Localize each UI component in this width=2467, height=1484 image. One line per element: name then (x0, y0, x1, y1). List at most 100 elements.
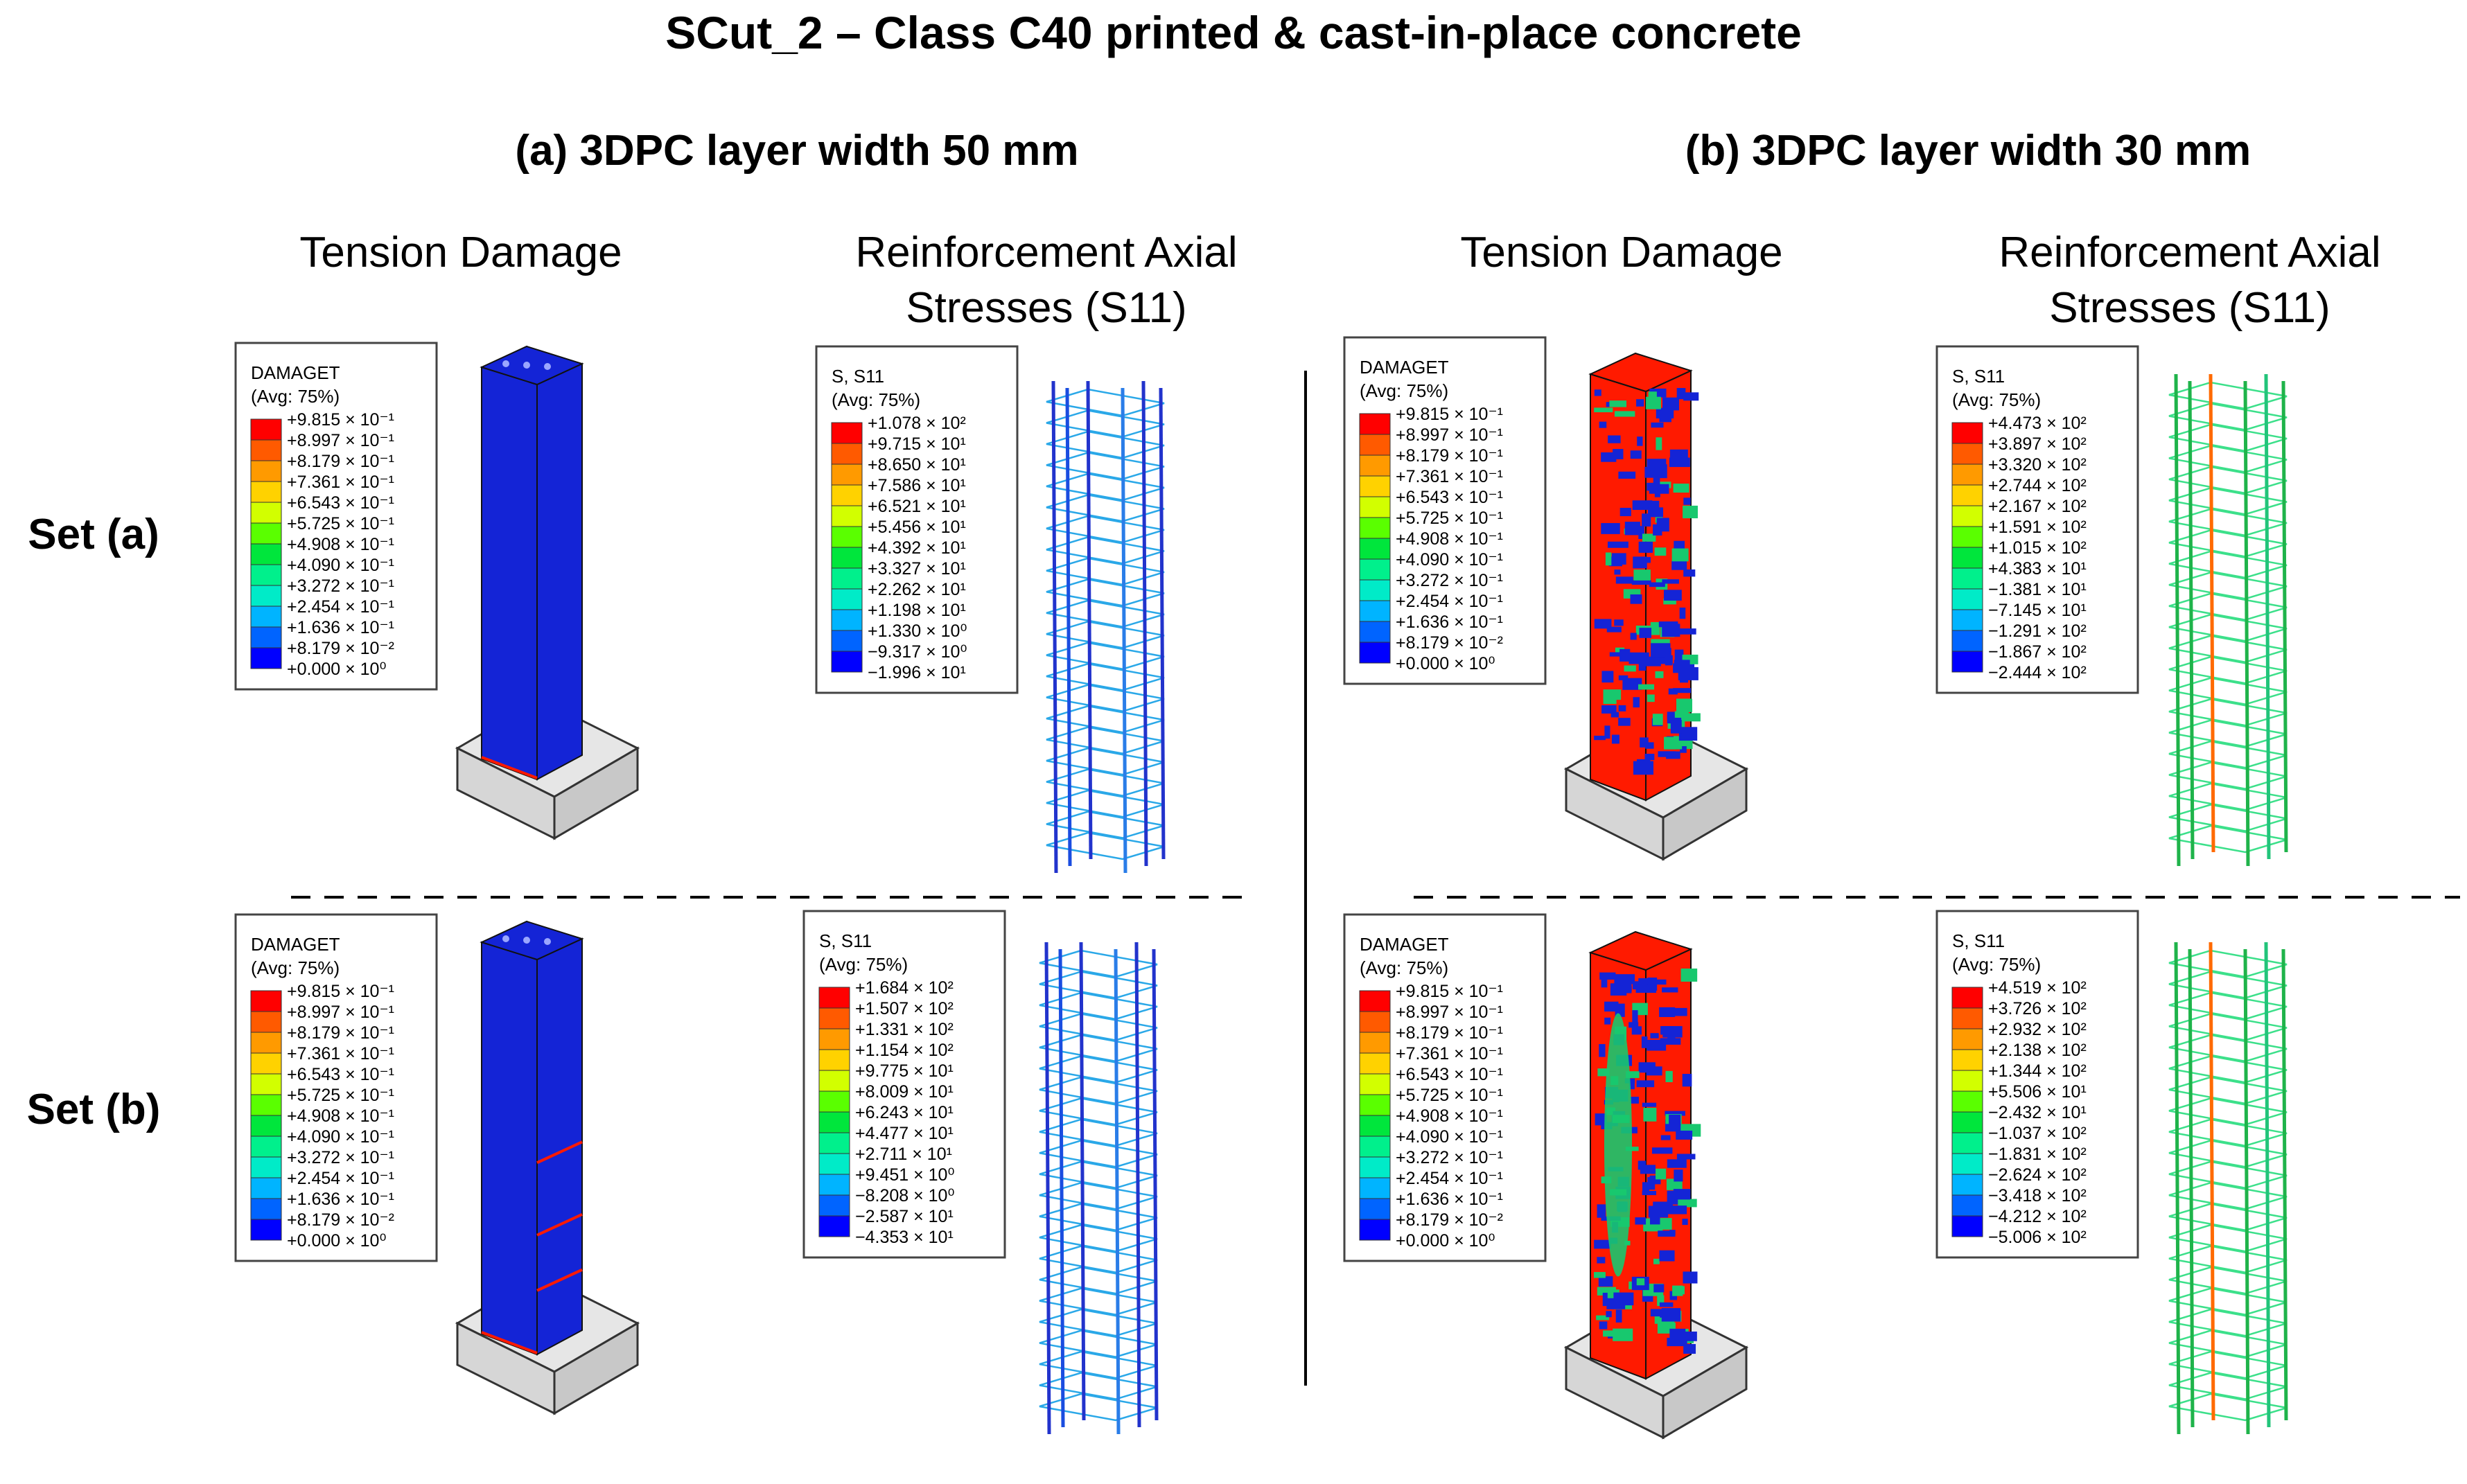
damage-patch (1642, 1182, 1650, 1195)
rebar-cage (2168, 373, 2288, 867)
legend-swatch (831, 505, 863, 527)
legend-swatch (1951, 588, 1983, 610)
legend-swatch (831, 630, 863, 652)
legend-value: +5.456 × 10¹ (868, 518, 966, 537)
legend-swatch (1359, 434, 1391, 456)
damage-patch (1636, 399, 1644, 407)
stirrup (1039, 1203, 1158, 1231)
legend-swatch (818, 1111, 850, 1133)
damage-patch (1637, 436, 1643, 446)
legend-swatch (1359, 579, 1391, 601)
damage-patch (1682, 1219, 1688, 1226)
damage-patch (1597, 1204, 1606, 1218)
legend-swatch (831, 609, 863, 631)
footing-side (553, 746, 639, 840)
damage-patch (1645, 742, 1654, 749)
damage-patch (1640, 1165, 1656, 1174)
legend-value: +9.451 × 10⁰ (855, 1165, 954, 1185)
legend-value: +6.543 × 10⁻¹ (1396, 1065, 1503, 1084)
damage-patch (1632, 981, 1639, 990)
legend-value: +2.711 × 10¹ (855, 1145, 952, 1164)
crack-line (536, 1212, 583, 1237)
damage-patch (1642, 500, 1660, 508)
damage-patch (1656, 1168, 1667, 1180)
damage-patch (1633, 569, 1651, 581)
damage-patch (1605, 552, 1612, 566)
column-top-face (1588, 930, 1693, 971)
legend-title: DAMAGET (251, 362, 340, 383)
legend-value: +4.090 × 10⁻¹ (287, 1127, 394, 1147)
longitudinal-bar (2209, 373, 2215, 853)
legend-swatch (1359, 1115, 1391, 1137)
damage-patch (1597, 1068, 1610, 1077)
damage-patch (1659, 1250, 1675, 1262)
legend-value: −2.587 × 10¹ (855, 1207, 954, 1226)
damage-patch (1650, 470, 1663, 475)
longitudinal-bar (1141, 380, 1148, 867)
damage-patch (1625, 1147, 1639, 1151)
damage-patch (1630, 594, 1642, 604)
stirrup (2168, 403, 2288, 431)
damage-patch (1660, 1135, 1671, 1140)
damage-patch (1626, 1071, 1640, 1079)
legend-swatch (250, 460, 282, 482)
figure-title: SCut_2 – Class C40 printed & cast-in-pla… (665, 7, 1802, 58)
damage-patch (1667, 1190, 1675, 1205)
legend-value: +1.591 × 10² (1988, 518, 2087, 537)
legend-value: −1.381 × 10¹ (1988, 580, 2087, 599)
damage-patch (1667, 1205, 1687, 1214)
legend-swatch (1359, 1136, 1391, 1158)
damage-patch (1683, 1343, 1696, 1354)
stirrup (1039, 1224, 1158, 1253)
damage-patch (1654, 547, 1667, 556)
legend-swatch (818, 1028, 850, 1050)
legend-value: +7.361 × 10⁻¹ (1396, 1044, 1503, 1063)
stirrup (2168, 635, 2288, 663)
legend-swatch (1359, 1032, 1391, 1054)
panel-8: S, S11 (Avg: 75%) +4.519 × 10²+3.726 × 10²… (1935, 910, 2288, 1435)
column-hole (502, 935, 509, 942)
legend-swatch (1951, 1070, 1983, 1092)
legend-swatch (1951, 526, 1983, 548)
damage-patch (1643, 557, 1651, 563)
legend-swatch (831, 526, 863, 548)
damage-patch (1650, 1033, 1659, 1039)
panel-7: DAMAGET(Avg: 75%) +9.815 × 10⁻¹+8.997 × 1… (1343, 913, 1749, 1440)
legend-average: (Avg: 75%) (832, 389, 920, 410)
legend-swatch (1359, 1156, 1391, 1178)
stirrup (1046, 662, 1165, 691)
legend-swatch (818, 1049, 850, 1071)
longitudinal-bar (2209, 942, 2215, 1421)
legend-swatch (1951, 1090, 1983, 1113)
legend-value: +4.473 × 10² (1988, 414, 2087, 433)
stirrup (1046, 599, 1165, 628)
damage-patch (1603, 691, 1617, 705)
damage-patch (1594, 735, 1606, 741)
stirrup (2168, 1034, 2288, 1063)
stirrup (1039, 1055, 1158, 1084)
crack-line (481, 1331, 538, 1354)
legend-swatch (250, 1052, 282, 1075)
damage-patch (1672, 1285, 1683, 1296)
damage-patch (1601, 522, 1620, 534)
legend-swatch (818, 987, 850, 1009)
damage-patch (1594, 1272, 1606, 1278)
damage-patch (1663, 590, 1682, 601)
damage-patch (1636, 759, 1651, 772)
damage-patch (1667, 1159, 1687, 1168)
legend-swatch (250, 1011, 282, 1033)
longitudinal-bar (1051, 380, 1058, 874)
row-label-set-a: Set (a) (28, 511, 159, 558)
legend-value: +1.636 × 10⁻¹ (1396, 1190, 1503, 1209)
damage-patch (1683, 569, 1696, 577)
damage-patch (1657, 1295, 1665, 1306)
legend-value: +1.331 × 10² (855, 1020, 954, 1039)
stirrup (1046, 557, 1165, 586)
legend-swatch (818, 1132, 850, 1154)
legend-value: +3.272 × 10⁻¹ (287, 576, 394, 596)
legend-swatch (1951, 651, 1983, 673)
damage-patch (1676, 628, 1696, 635)
legend-value: +3.726 × 10² (1988, 999, 2087, 1018)
stirrup (1046, 536, 1165, 565)
damage-patch (1650, 621, 1660, 635)
